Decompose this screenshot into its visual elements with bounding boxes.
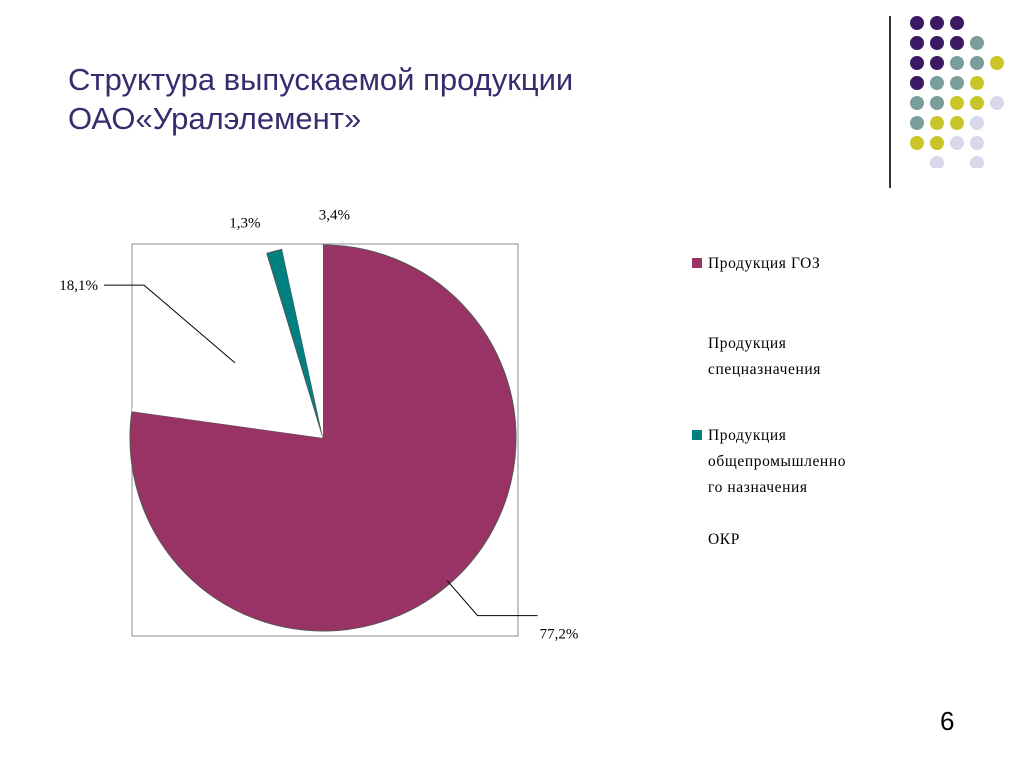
data-label: 77,2% <box>540 627 579 643</box>
decor-dot <box>930 136 944 150</box>
decor-dot <box>930 96 944 110</box>
chart-legend: Продукция ГОЗ Продукция спецназначения Прод… <box>692 255 846 548</box>
decor-dot <box>950 116 964 130</box>
decor-dot <box>910 96 924 110</box>
decor-dot <box>930 16 944 30</box>
decor-dot <box>970 156 984 168</box>
legend-swatch <box>692 258 702 268</box>
slide-title-line-2: ОАО«Уралэлемент» <box>68 101 362 136</box>
decor-dot <box>930 56 944 70</box>
decor-dot <box>950 56 964 70</box>
decor-dot <box>970 56 984 70</box>
decor-dot <box>930 156 944 168</box>
leader-line <box>446 580 538 617</box>
legend-swatch <box>692 430 702 440</box>
decor-dot <box>910 36 924 50</box>
legend-label: го назначения <box>708 479 808 496</box>
data-label: 1,3% <box>229 215 260 231</box>
legend-label: Продукция ГОЗ <box>708 255 820 272</box>
decor-dot <box>950 136 964 150</box>
decor-dot <box>910 136 924 150</box>
decor-dot <box>910 56 924 70</box>
decor-dot <box>910 76 924 90</box>
decor-dot <box>970 76 984 90</box>
data-labels: 77,2% 18,1% 1,3% 3,4% <box>59 208 578 643</box>
data-label: 18,1% <box>59 278 98 294</box>
pie-slice <box>282 245 323 438</box>
slide-title-line-1: Структура выпускаемой продукции <box>68 62 574 97</box>
decor-dot <box>910 16 924 30</box>
legend-label: спецназначения <box>708 361 821 378</box>
decor-dot <box>950 96 964 110</box>
legend-label: Продукция <box>708 335 787 352</box>
decor-dot <box>970 96 984 110</box>
legend-label: общепромышленно <box>708 453 846 470</box>
legend-label: ОКР <box>708 531 740 548</box>
pie-slice <box>266 248 324 439</box>
decor-dot <box>930 36 944 50</box>
decor-dot <box>970 116 984 130</box>
decor-dot <box>930 116 944 130</box>
decor-dot <box>910 116 924 130</box>
leader-line <box>104 284 236 364</box>
decor-dot <box>950 76 964 90</box>
decor-dot <box>950 36 964 50</box>
pie-slice <box>131 253 323 438</box>
decor-dot <box>950 16 964 30</box>
legend-label: Продукция <box>708 427 787 444</box>
pie-slices <box>129 244 517 632</box>
decor-dot <box>970 136 984 150</box>
decor-dot-grid <box>910 16 1004 168</box>
leader-lines <box>104 284 538 617</box>
decor-dot <box>990 96 1004 110</box>
decor-dot <box>930 76 944 90</box>
data-label: 3,4% <box>319 208 350 224</box>
slide-title: Структура выпускаемой продукции ОАО«Урал… <box>68 60 708 138</box>
decor-dot <box>970 36 984 50</box>
decor-divider <box>889 16 891 188</box>
page-number: 6 <box>940 706 955 736</box>
decor-dot <box>990 56 1004 70</box>
